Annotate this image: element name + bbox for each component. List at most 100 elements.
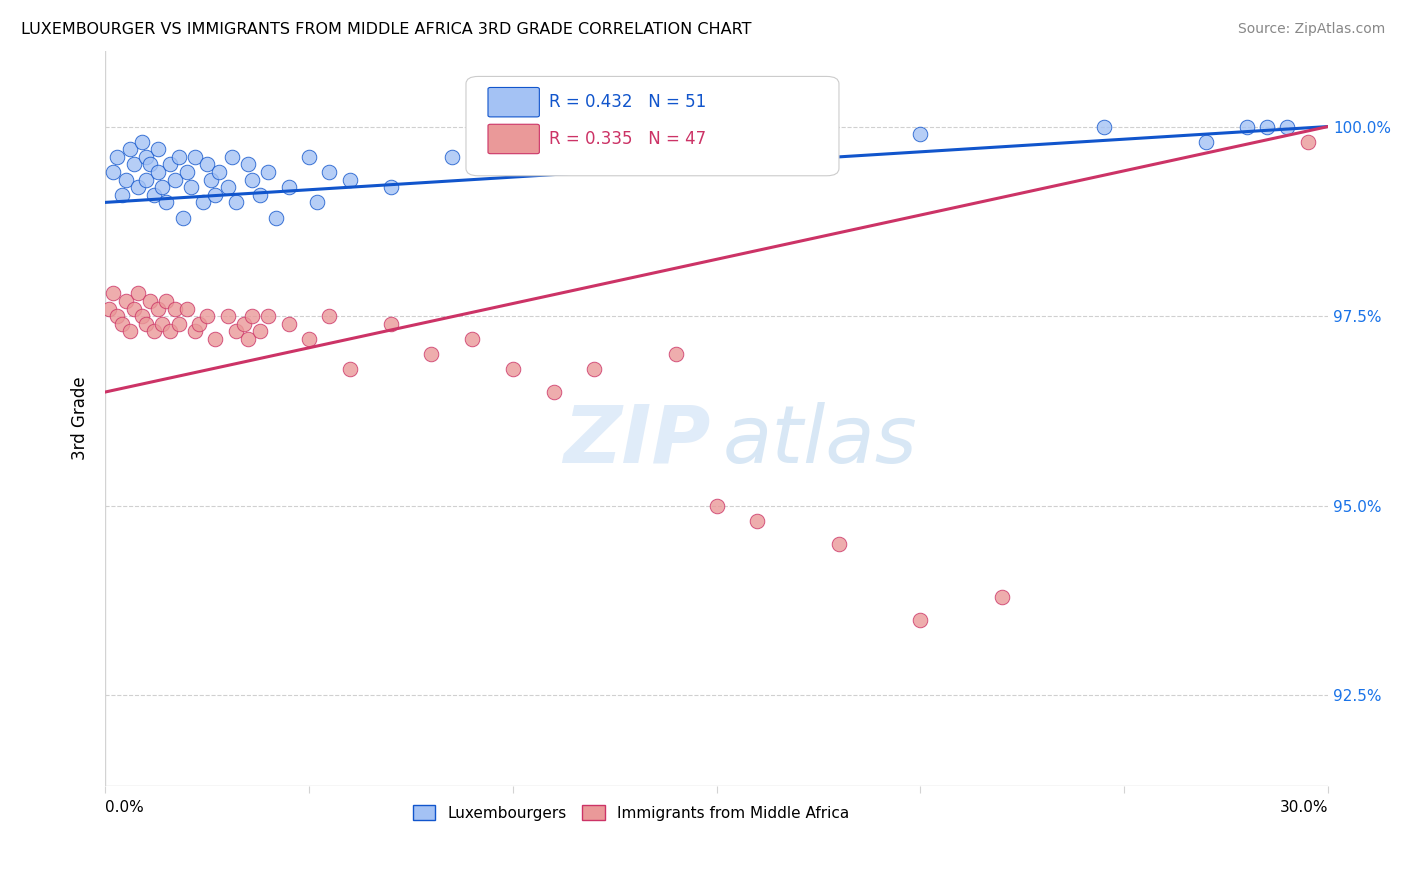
Point xyxy=(236,157,259,171)
Point xyxy=(172,211,194,225)
Point xyxy=(208,165,231,179)
Point xyxy=(339,172,361,186)
Point xyxy=(240,309,263,323)
Point xyxy=(277,180,299,194)
Point xyxy=(1195,135,1218,149)
Point xyxy=(184,324,207,338)
Point xyxy=(118,142,141,156)
Point xyxy=(217,180,239,194)
Point xyxy=(131,309,153,323)
Point xyxy=(127,180,149,194)
Point xyxy=(249,324,271,338)
Point xyxy=(204,187,226,202)
Point xyxy=(298,150,321,164)
Point xyxy=(122,157,145,171)
Text: 30.0%: 30.0% xyxy=(1279,800,1329,815)
Point xyxy=(910,127,932,141)
Point xyxy=(118,324,141,338)
Point xyxy=(420,347,443,361)
Text: LUXEMBOURGER VS IMMIGRANTS FROM MIDDLE AFRICA 3RD GRADE CORRELATION CHART: LUXEMBOURGER VS IMMIGRANTS FROM MIDDLE A… xyxy=(21,22,752,37)
Point xyxy=(502,362,524,376)
Point xyxy=(1277,120,1299,134)
Point xyxy=(232,317,254,331)
Point xyxy=(188,317,211,331)
Point xyxy=(167,317,190,331)
Text: atlas: atlas xyxy=(723,401,918,480)
Point xyxy=(163,172,186,186)
Point xyxy=(103,165,125,179)
Point xyxy=(159,324,181,338)
Point xyxy=(110,187,132,202)
Point xyxy=(184,150,207,164)
Point xyxy=(807,142,830,156)
Point xyxy=(665,347,688,361)
Point xyxy=(204,332,226,346)
Point xyxy=(122,301,145,316)
Point xyxy=(461,332,484,346)
Point xyxy=(135,172,157,186)
Point xyxy=(266,211,288,225)
Point xyxy=(298,332,321,346)
Point xyxy=(257,165,280,179)
Point xyxy=(135,317,157,331)
Point xyxy=(1256,120,1278,134)
Point xyxy=(114,293,136,308)
Point xyxy=(380,317,402,331)
Point xyxy=(127,286,149,301)
Text: ZIP: ZIP xyxy=(564,401,710,480)
Text: R = 0.432   N = 51: R = 0.432 N = 51 xyxy=(550,93,706,112)
Point xyxy=(543,384,565,399)
Point xyxy=(143,187,166,202)
Point xyxy=(221,150,243,164)
Point xyxy=(150,180,173,194)
Point xyxy=(225,195,247,210)
Point xyxy=(103,286,125,301)
Point xyxy=(159,157,181,171)
Point xyxy=(991,590,1014,604)
Point xyxy=(318,165,340,179)
Point xyxy=(307,195,329,210)
Point xyxy=(139,293,162,308)
Point xyxy=(502,157,524,171)
Point xyxy=(135,150,157,164)
Point xyxy=(277,317,299,331)
Point xyxy=(1092,120,1115,134)
Y-axis label: 3rd Grade: 3rd Grade xyxy=(72,376,89,460)
Point xyxy=(107,150,129,164)
Point xyxy=(910,613,932,627)
Point xyxy=(200,172,222,186)
Point xyxy=(339,362,361,376)
Point xyxy=(155,195,177,210)
Point xyxy=(98,301,121,316)
Point xyxy=(236,332,259,346)
Point xyxy=(318,309,340,323)
Point xyxy=(257,309,280,323)
Point xyxy=(148,165,170,179)
Point xyxy=(139,157,162,171)
Point xyxy=(155,293,177,308)
Point xyxy=(240,172,263,186)
Point xyxy=(176,165,198,179)
Point xyxy=(148,142,170,156)
FancyBboxPatch shape xyxy=(488,87,540,117)
Point xyxy=(131,135,153,149)
Legend: Luxembourgers, Immigrants from Middle Africa: Luxembourgers, Immigrants from Middle Af… xyxy=(406,798,856,827)
Point xyxy=(148,301,170,316)
Point xyxy=(1296,135,1319,149)
Text: Source: ZipAtlas.com: Source: ZipAtlas.com xyxy=(1237,22,1385,37)
FancyBboxPatch shape xyxy=(488,124,540,153)
Point xyxy=(163,301,186,316)
Point xyxy=(107,309,129,323)
Point xyxy=(167,150,190,164)
Point xyxy=(828,537,851,551)
Point xyxy=(706,499,728,513)
Point xyxy=(217,309,239,323)
Point xyxy=(440,150,463,164)
Point xyxy=(747,514,769,528)
Point xyxy=(143,324,166,338)
Text: 0.0%: 0.0% xyxy=(105,800,143,815)
Point xyxy=(1236,120,1258,134)
Point xyxy=(180,180,202,194)
Point xyxy=(225,324,247,338)
FancyBboxPatch shape xyxy=(465,77,839,176)
